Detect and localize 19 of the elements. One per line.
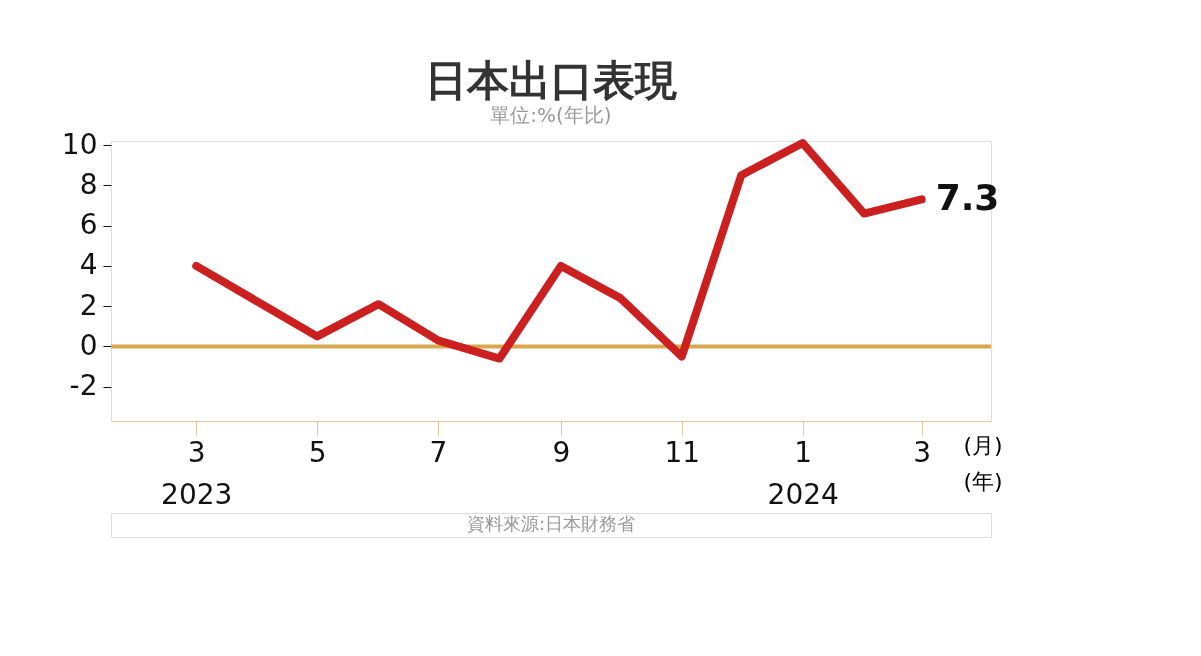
x-tick-label: 3 2023 [161, 435, 233, 511]
y-tick-label: 8 [79, 167, 98, 201]
y-tick-label: 4 [79, 248, 98, 282]
x-tick-label: 9 [552, 435, 571, 469]
data-label: 7.3 [935, 177, 1000, 219]
chart-title: 日本出口表現 [425, 56, 677, 106]
x-tick-label: 3 [913, 435, 932, 469]
x-tick-label: 5 [308, 435, 327, 469]
y-tick-label: 2 [79, 288, 98, 322]
y-tick-label: -2 [69, 369, 98, 403]
y-tick-label: 0 [79, 328, 98, 362]
y-tick-label: 10 [61, 127, 98, 161]
x-tick-label: 1 2024 [767, 435, 839, 511]
source-note: 資料來源:日本財務省 [466, 513, 636, 534]
x-tick-label: 11 [664, 435, 701, 469]
chart-subtitle: 單位:%(年比) [490, 103, 612, 128]
x-tick-label: 7 [429, 435, 448, 469]
y-tick-label: 6 [79, 208, 98, 242]
x-axis-title: (月) (年) [963, 432, 1003, 494]
